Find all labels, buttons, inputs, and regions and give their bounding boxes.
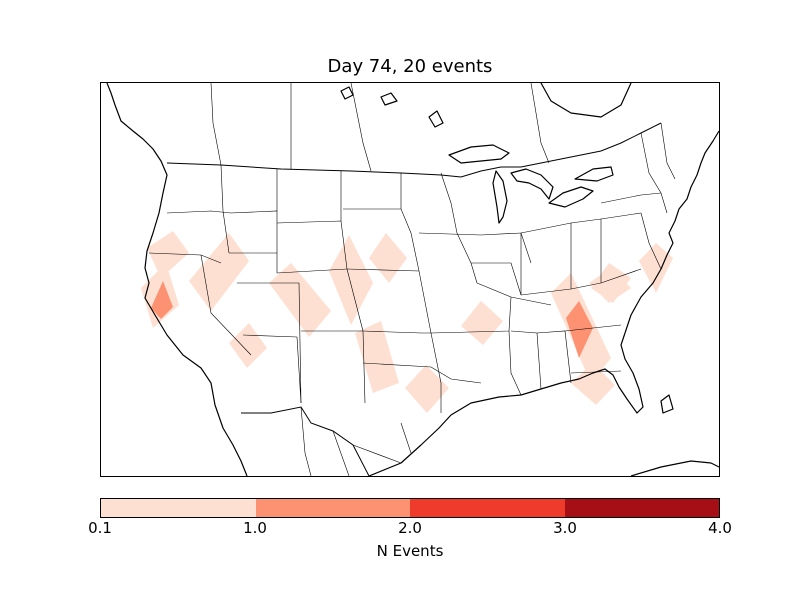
colorbar-bin-2 [255, 499, 410, 517]
event-region-georgia-south [571, 363, 615, 405]
colorbar-tick: 2.0 [398, 519, 422, 537]
event-region-ca-north [147, 231, 189, 278]
event-region-arkansas [461, 301, 503, 345]
colorbar-tick: 1.0 [243, 519, 267, 537]
event-region-nevada [189, 233, 249, 311]
colorbar-label: N Events [376, 542, 444, 560]
colorbar-tick: 3.0 [553, 519, 577, 537]
state-borders [148, 83, 676, 476]
event-region-colorado [329, 235, 373, 325]
event-region-carolina [591, 263, 631, 303]
event-region-utah [269, 263, 331, 337]
map-panel [100, 82, 720, 477]
event-region-nebraska [369, 233, 407, 283]
country-borders [166, 122, 662, 476]
colorbar-tick: 0.1 [88, 519, 112, 537]
event-region-texas [405, 365, 449, 413]
event-region-ca-bay [151, 281, 173, 319]
colorbar-tick: 4.0 [708, 519, 732, 537]
event-regions [141, 231, 673, 413]
coastlines [106, 83, 719, 476]
event-map [106, 83, 719, 476]
colorbar-bin-3 [410, 499, 565, 517]
event-region-new-mexico [355, 321, 399, 393]
map-title: Day 74, 20 events [327, 56, 493, 77]
event-region-delmarva [639, 243, 673, 293]
colorbar [100, 498, 720, 518]
colorbar-bin-1 [101, 499, 256, 517]
event-region-arizona [229, 323, 267, 368]
colorbar-bin-4 [564, 499, 719, 517]
